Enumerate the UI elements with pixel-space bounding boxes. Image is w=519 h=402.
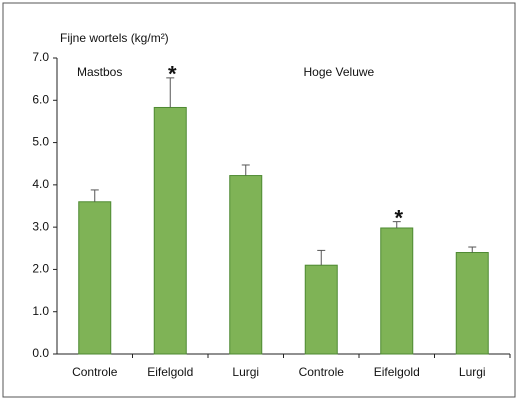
significance-marker: * — [168, 62, 177, 87]
x-tick-label: Lurgi — [459, 365, 486, 379]
group-label: Hoge Veluwe — [304, 65, 375, 79]
y-tick-label: 0.0 — [32, 346, 49, 360]
bar — [229, 175, 263, 355]
x-tick-label: Lurgi — [232, 365, 259, 379]
chart-title: Fijne wortels (kg/m²) — [60, 31, 169, 45]
y-tick-label: 2.0 — [32, 262, 49, 276]
y-tick-label: 5.0 — [32, 135, 49, 149]
y-tick-label: 4.0 — [32, 177, 49, 191]
y-tick-label: 6.0 — [32, 92, 49, 106]
bar — [304, 264, 338, 355]
y-tick-label: 1.0 — [32, 304, 49, 318]
y-tick-label: 7.0 — [32, 50, 49, 64]
group-label: Mastbos — [77, 65, 122, 79]
x-tick-label: Controle — [72, 365, 118, 379]
y-tick-label: 3.0 — [32, 219, 49, 233]
significance-marker: * — [394, 205, 403, 230]
x-tick-label: Controle — [299, 365, 345, 379]
x-tick-label: Eifelgold — [374, 365, 420, 379]
bar — [153, 106, 187, 355]
x-tick-label: Eifelgold — [147, 365, 193, 379]
bar — [78, 201, 112, 355]
bar — [380, 227, 414, 355]
bar — [455, 252, 489, 355]
